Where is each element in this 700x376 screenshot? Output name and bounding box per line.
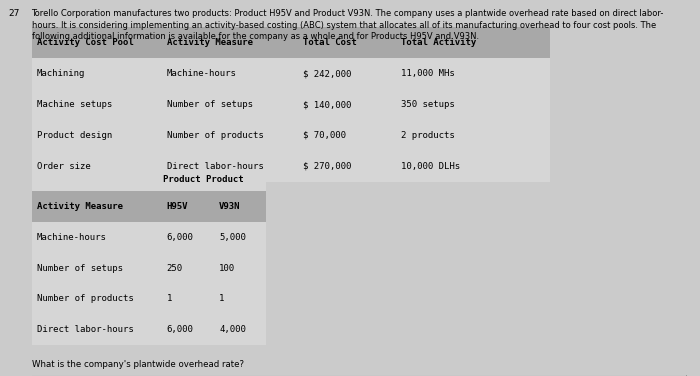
Bar <box>32 168 266 191</box>
Text: Machine-hours: Machine-hours <box>167 69 237 78</box>
Bar <box>32 89 550 120</box>
Text: 350 setups: 350 setups <box>401 100 455 109</box>
Text: 11,000 MHs: 11,000 MHs <box>401 69 455 78</box>
Text: 1: 1 <box>219 294 225 303</box>
Text: hours. It is considering implementing an activity-based costing (ABC) system tha: hours. It is considering implementing an… <box>32 21 656 30</box>
Text: Activity Measure: Activity Measure <box>167 38 253 47</box>
Text: Direct labor-hours: Direct labor-hours <box>37 325 134 334</box>
Text: Number of setups: Number of setups <box>37 264 123 273</box>
Text: 4,000: 4,000 <box>219 325 246 334</box>
Text: H95V: H95V <box>167 202 188 211</box>
Text: following additional information is available for the company as a whole and for: following additional information is avai… <box>32 32 479 41</box>
Text: 27: 27 <box>8 9 20 18</box>
Text: $ 140,000: $ 140,000 <box>303 100 351 109</box>
Text: Number of setups: Number of setups <box>167 100 253 109</box>
Bar <box>32 314 266 345</box>
Text: 100: 100 <box>219 264 235 273</box>
Bar <box>32 120 550 151</box>
Bar <box>32 284 266 314</box>
Text: Activity Cost Pool: Activity Cost Pool <box>37 38 134 47</box>
Text: Machine-hours: Machine-hours <box>37 233 107 242</box>
Text: Torello Corporation manufactures two products: Product H95V and Product V93N. Th: Torello Corporation manufactures two pro… <box>32 9 664 18</box>
Text: Number of products: Number of products <box>37 294 134 303</box>
Text: V93N: V93N <box>219 202 241 211</box>
Text: Product design: Product design <box>37 131 112 140</box>
Bar <box>32 375 686 376</box>
Text: Activity Measure: Activity Measure <box>37 202 123 211</box>
Text: 2 products: 2 products <box>401 131 455 140</box>
Text: 6,000: 6,000 <box>167 325 193 334</box>
Text: 1: 1 <box>167 294 172 303</box>
Text: $ 270,000: $ 270,000 <box>303 162 351 171</box>
Text: Order size: Order size <box>37 162 91 171</box>
Text: Direct labor-hours: Direct labor-hours <box>167 162 263 171</box>
Text: 6,000: 6,000 <box>167 233 193 242</box>
Text: Product Product: Product Product <box>163 175 244 184</box>
Text: Machine setups: Machine setups <box>37 100 112 109</box>
Text: 250: 250 <box>167 264 183 273</box>
Text: 5,000: 5,000 <box>219 233 246 242</box>
Bar <box>32 253 266 284</box>
Text: $ 70,000: $ 70,000 <box>303 131 346 140</box>
Bar <box>32 58 550 89</box>
Text: What is the company's plantwide overhead rate?: What is the company's plantwide overhead… <box>32 360 244 369</box>
Text: 10,000 DLHs: 10,000 DLHs <box>401 162 460 171</box>
Bar <box>32 191 266 222</box>
Text: Number of products: Number of products <box>167 131 263 140</box>
Bar <box>32 27 550 58</box>
Text: $ 242,000: $ 242,000 <box>303 69 351 78</box>
Bar <box>32 151 550 182</box>
Text: Total Cost: Total Cost <box>303 38 357 47</box>
Text: Machining: Machining <box>37 69 85 78</box>
Bar <box>32 222 266 253</box>
Text: Total Activity: Total Activity <box>401 38 476 47</box>
